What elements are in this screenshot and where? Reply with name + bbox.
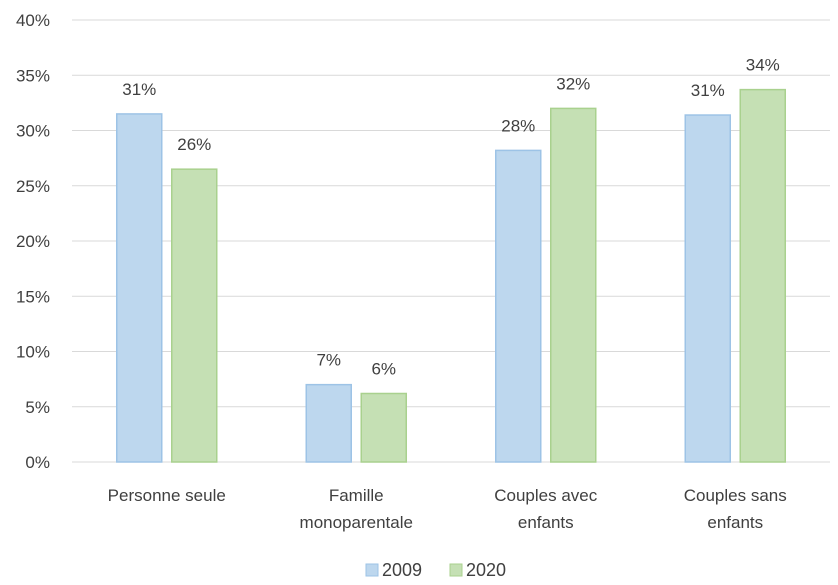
bar-2020-2 xyxy=(550,107,597,463)
y-tick-label: 35% xyxy=(16,66,50,85)
bars xyxy=(116,88,786,463)
category-label: Personne seule xyxy=(108,486,226,505)
category-label: enfants xyxy=(707,513,763,532)
data-labels: 31% 26% 7% 6% 28% 32% 31% 34% xyxy=(122,56,780,379)
category-label: Couples sans xyxy=(684,486,787,505)
y-axis-ticks: 0% 5% 10% 15% 20% 25% 30% 35% 40% xyxy=(16,11,50,472)
data-label: 34% xyxy=(746,56,780,75)
y-tick-label: 30% xyxy=(16,122,50,141)
category-label: enfants xyxy=(518,513,574,532)
bar-2020-0 xyxy=(171,168,218,463)
legend-swatch-2009 xyxy=(365,563,379,577)
data-label: 31% xyxy=(122,80,156,99)
y-tick-label: 20% xyxy=(16,232,50,251)
bar-2009-3 xyxy=(684,114,731,463)
data-label: 26% xyxy=(177,135,211,154)
bar-2020-1 xyxy=(360,392,407,463)
bar-2009-0 xyxy=(116,113,163,463)
category-label: Couples avec xyxy=(494,486,598,505)
y-tick-label: 15% xyxy=(16,287,50,306)
y-tick-label: 10% xyxy=(16,343,50,362)
category-label: Famille xyxy=(329,486,384,505)
legend-label-2020: 2020 xyxy=(466,560,506,580)
bar-2009-1 xyxy=(305,383,352,463)
data-label: 6% xyxy=(371,359,396,378)
y-tick-label: 5% xyxy=(25,398,50,417)
data-label: 7% xyxy=(316,351,341,370)
data-label: 32% xyxy=(556,74,590,93)
legend-swatch-2020 xyxy=(449,563,463,577)
data-label: 28% xyxy=(501,116,535,135)
bar-2009-2 xyxy=(495,149,542,463)
y-tick-label: 40% xyxy=(16,11,50,30)
bar-2020-3 xyxy=(739,88,786,463)
category-label: monoparentale xyxy=(300,513,413,532)
y-tick-label: 25% xyxy=(16,177,50,196)
category-labels: Personne seule Famille monoparentale Couple… xyxy=(108,486,787,532)
legend-label-2009: 2009 xyxy=(382,560,422,580)
data-label: 31% xyxy=(691,81,725,100)
legend: 2009 2020 xyxy=(365,560,506,580)
y-tick-label: 0% xyxy=(25,453,50,472)
